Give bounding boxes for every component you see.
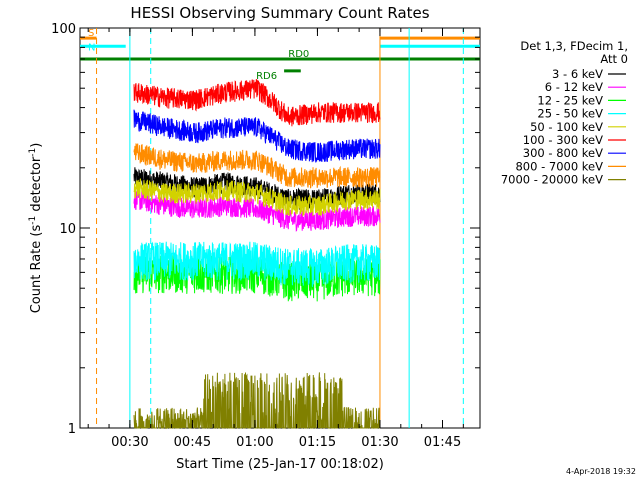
x-tick-label: 01:00 bbox=[236, 435, 273, 450]
series-line bbox=[133, 178, 381, 217]
series-line bbox=[133, 78, 381, 127]
legend-entry-label: 800 - 7000 keV bbox=[515, 159, 603, 173]
y-axis-label: Count Rate (s-1 detector-1) bbox=[28, 143, 44, 314]
flag-label: N bbox=[88, 42, 95, 53]
chart-title: HESSI Observing Summary Count Rates bbox=[130, 4, 429, 22]
flag-label: S bbox=[88, 28, 94, 39]
series-line bbox=[133, 241, 381, 287]
series-line bbox=[133, 372, 380, 430]
legend-header-line-1: Det 1,3, FDecim 1, bbox=[520, 39, 628, 53]
series-line bbox=[133, 143, 381, 189]
legend-entry-label: 25 - 50 keV bbox=[537, 107, 603, 121]
legend-entry-label: 12 - 25 keV bbox=[537, 93, 603, 107]
x-tick-label: 01:45 bbox=[424, 435, 461, 450]
legend-header-line-2: Att 0 bbox=[600, 52, 628, 66]
plot-frame bbox=[79, 27, 481, 429]
legend-entry-label: 50 - 100 keV bbox=[530, 120, 603, 134]
flag-label: RD6 bbox=[256, 71, 277, 82]
legend-entry-label: 3 - 6 keV bbox=[552, 67, 603, 81]
x-tick-label: 00:45 bbox=[174, 435, 211, 450]
x-axis-label: Start Time (25-Jan-17 00:18:02) bbox=[176, 457, 384, 472]
legend-entry-label: 6 - 12 keV bbox=[545, 80, 603, 94]
legend-entry-label: 300 - 800 keV bbox=[523, 146, 603, 160]
legend-entry-label: 100 - 300 keV bbox=[523, 133, 603, 147]
series-layer bbox=[133, 78, 381, 430]
x-tick-label: 00:30 bbox=[111, 435, 148, 450]
series-line bbox=[133, 189, 381, 232]
x-tick-label: 01:30 bbox=[361, 435, 398, 450]
axes-layer: 00:30 00:45 01:00 01:15 01:30 01:45 1 10 100 bbox=[51, 22, 480, 450]
flag-label: RD0 bbox=[288, 49, 309, 60]
y-tick-label: 10 bbox=[59, 222, 76, 237]
y-tick-label: 100 bbox=[51, 22, 76, 37]
y-tick-label: 1 bbox=[68, 422, 76, 437]
legend-entry-label: 7000 - 20000 keV bbox=[501, 173, 603, 187]
x-tick-label: 01:15 bbox=[299, 435, 336, 450]
footer-date: 4-Apr-2018 19:32 bbox=[566, 467, 636, 476]
series-line bbox=[133, 167, 381, 210]
series-line bbox=[133, 109, 381, 163]
vertical-lines-layer bbox=[96, 28, 464, 428]
flags-layer: SN RD6 RD0 bbox=[80, 28, 480, 82]
